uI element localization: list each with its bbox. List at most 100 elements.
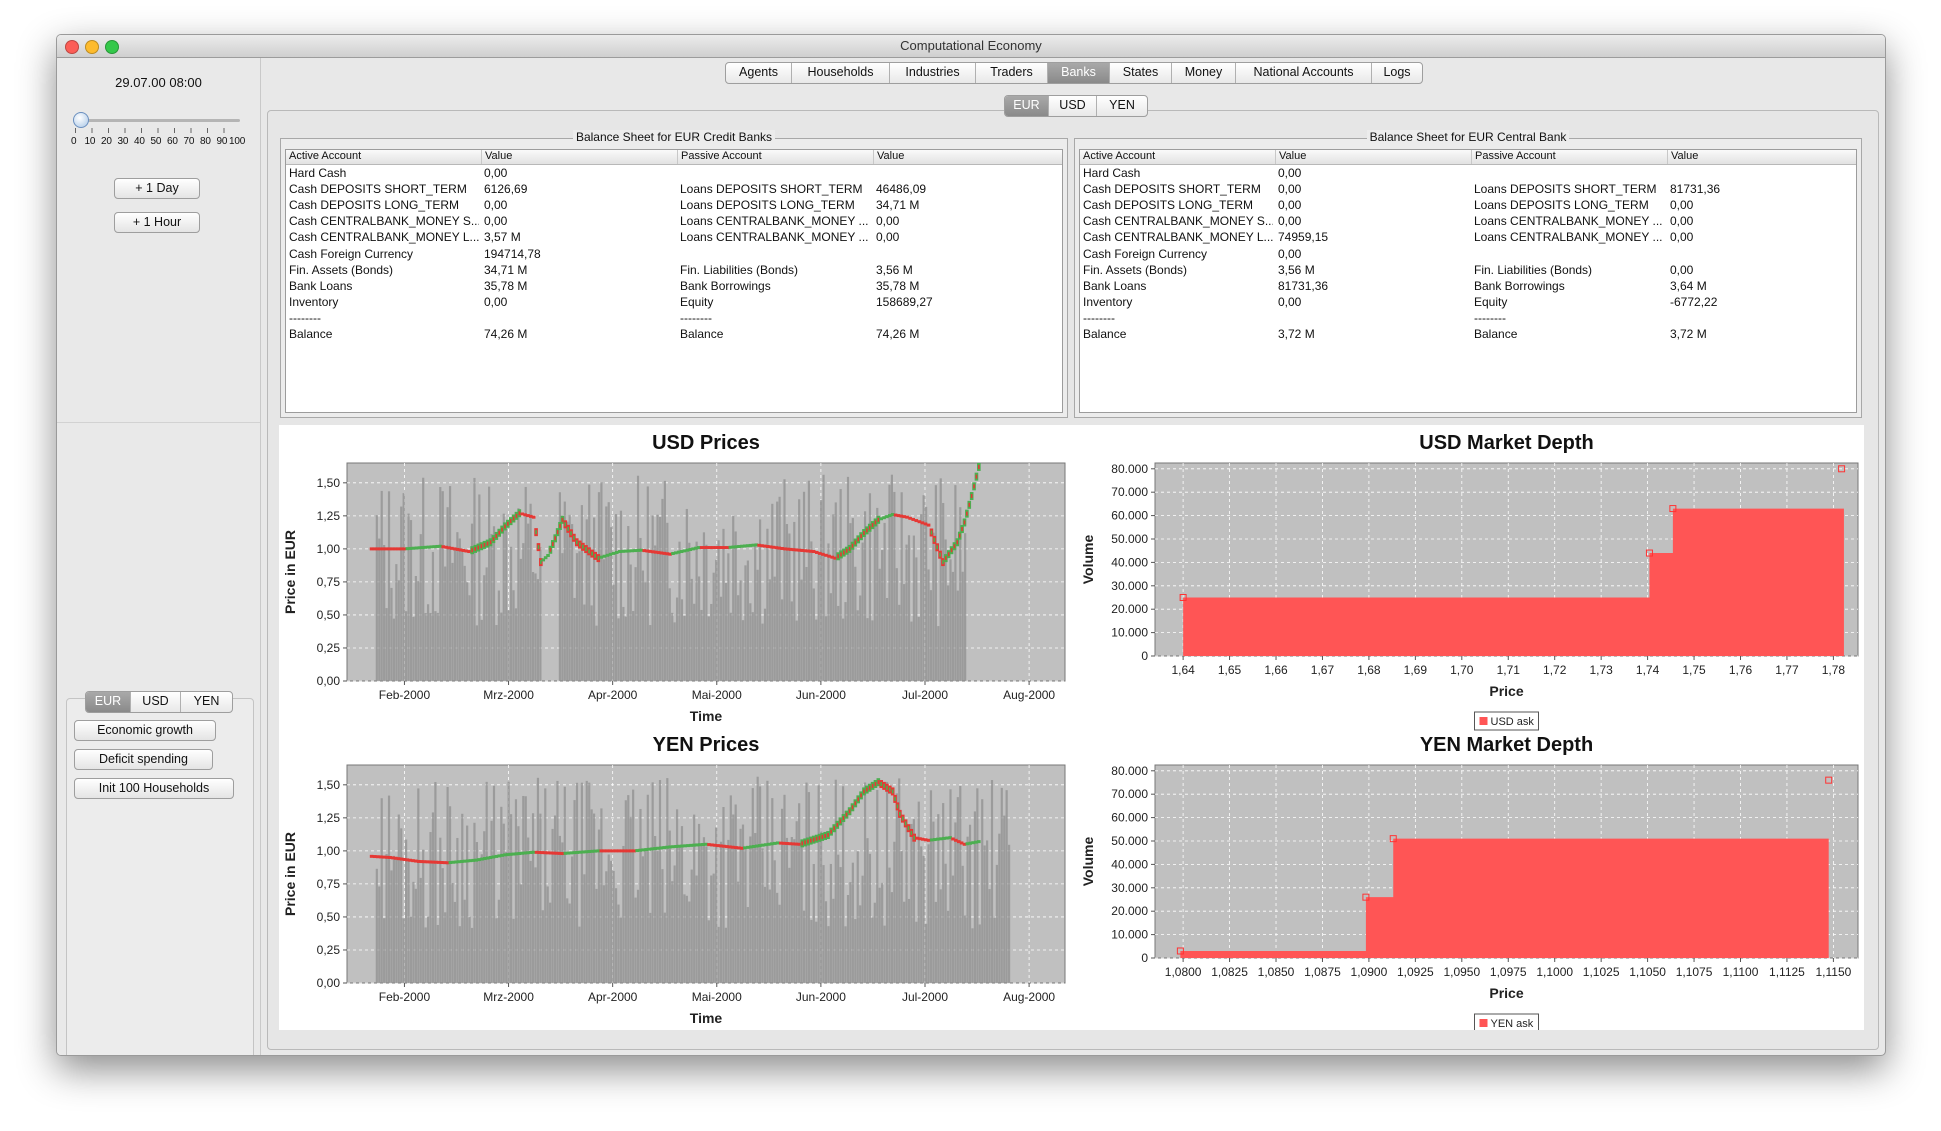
volume-bar: [690, 869, 693, 983]
price-candle: [503, 853, 507, 857]
tab-money[interactable]: Money: [1172, 63, 1236, 83]
header-value[interactable]: Value: [1275, 150, 1471, 164]
price-candle: [731, 545, 736, 549]
table-row[interactable]: Cash Foreign Currency 0,00: [1080, 247, 1856, 263]
volume-bar: [719, 841, 723, 983]
price-candle: [428, 860, 433, 864]
legend-swatch: [1479, 717, 1488, 725]
table-row[interactable]: Balance 74,26 M Balance 74,26 M: [286, 327, 1062, 343]
header-active-account[interactable]: Active Account: [289, 150, 362, 162]
minimize-window-icon[interactable]: [85, 40, 99, 54]
volume-bar: [693, 814, 696, 983]
volume-bar: [654, 836, 657, 983]
price-candle: [514, 852, 519, 856]
volume-bar: [385, 854, 388, 983]
table-row[interactable]: Inventory 0,00 Equity -6772,22: [1080, 295, 1856, 311]
table-row[interactable]: Bank Loans 81731,36 Bank Borrowings 3,64 M: [1080, 279, 1856, 295]
speed-slider-knob[interactable]: [73, 112, 89, 128]
init-households-button[interactable]: Init 100 Households: [74, 778, 234, 799]
table-row[interactable]: Fin. Assets (Bonds) 34,71 M Fin. Liabiliti…: [286, 263, 1062, 279]
active-value-cell: 0,00: [484, 294, 508, 309]
tab-banks[interactable]: Banks: [1048, 63, 1110, 83]
volume-bar: [851, 518, 854, 681]
volume-bar: [566, 898, 569, 983]
x-tick-label: Aug-2000: [1003, 990, 1055, 1004]
price-candle: [674, 551, 678, 555]
add-one-day-button[interactable]: + 1 Day: [114, 178, 200, 199]
table-row[interactable]: -------- --------: [1080, 311, 1856, 327]
table-row[interactable]: Cash DEPOSITS LONG_TERM 0,00 Loans DEPOSIT…: [286, 198, 1062, 214]
volume-bar: [900, 492, 903, 681]
y-axis-label: Volume: [1080, 535, 1096, 585]
tab-states[interactable]: States: [1110, 63, 1172, 83]
bank-tab-yen[interactable]: YEN: [1109, 98, 1135, 112]
price-candle-body: [552, 542, 554, 547]
speed-slider-track[interactable]: [75, 119, 240, 122]
credit-banks-table[interactable]: Active Account Value Passive Account Val…: [285, 149, 1063, 413]
zoom-window-icon[interactable]: [105, 40, 119, 54]
header-active-account[interactable]: Active Account: [1083, 150, 1156, 162]
header-value[interactable]: Value: [873, 150, 1062, 164]
tab-agents[interactable]: Agents: [726, 63, 792, 83]
price-candle: [977, 840, 981, 844]
volume-bar: [890, 892, 894, 983]
header-passive-account[interactable]: Passive Account: [1471, 150, 1667, 164]
depth-point: [1389, 835, 1397, 843]
volume-bar: [500, 612, 503, 681]
left-tab-eur[interactable]: EUR: [86, 692, 131, 712]
price-candle: [763, 544, 767, 548]
bank-tab-usd[interactable]: USD: [1049, 96, 1097, 116]
table-row[interactable]: Fin. Assets (Bonds) 3,56 M Fin. Liabilitie…: [1080, 263, 1856, 279]
volume-bar: [588, 484, 591, 681]
volume-bar: [727, 553, 730, 681]
price-candle: [523, 851, 527, 855]
table-row[interactable]: Bank Loans 35,78 M Bank Borrowings 35,78 M: [286, 279, 1062, 295]
volume-bar: [881, 550, 884, 681]
price-candle: [797, 548, 802, 552]
tab-national-accounts[interactable]: National Accounts: [1236, 63, 1372, 83]
header-passive-account[interactable]: Passive Account: [677, 150, 873, 164]
price-candle: [695, 843, 699, 847]
price-candle: [529, 514, 533, 518]
volume-bar: [893, 841, 896, 983]
price-candle-body: [843, 550, 845, 555]
header-value[interactable]: Value: [1667, 150, 1856, 164]
table-row[interactable]: Balance 3,72 M Balance 3,72 M: [1080, 327, 1856, 343]
table-row[interactable]: Cash Foreign Currency 194714,78: [286, 247, 1062, 263]
price-candle-body: [518, 511, 521, 516]
table-row[interactable]: Hard Cash 0,00: [286, 166, 1062, 182]
tab-industries[interactable]: Industries: [890, 63, 976, 83]
bank-tab-eur[interactable]: EUR: [1005, 96, 1049, 116]
close-window-icon[interactable]: [65, 40, 79, 54]
table-row[interactable]: Hard Cash 0,00: [1080, 166, 1856, 182]
table-row[interactable]: Cash DEPOSITS SHORT_TERM 0,00 Loans DEPOSI…: [1080, 182, 1856, 198]
y-tick-label: 30.000: [1111, 579, 1148, 593]
table-row[interactable]: Cash CENTRALBANK_MONEY L... 74959,15 Loans…: [1080, 230, 1856, 246]
table-row[interactable]: Cash DEPOSITS LONG_TERM 0,00 Loans DEPOSIT…: [1080, 198, 1856, 214]
volume-bar: [475, 625, 479, 681]
volume-bar: [917, 801, 920, 983]
price-candle: [442, 861, 447, 865]
passive-account-cell: Loans CENTRALBANK_MONEY ...: [680, 230, 869, 245]
volume-bar: [854, 919, 857, 983]
header-value[interactable]: Value: [481, 150, 677, 164]
tab-households[interactable]: Households: [792, 63, 890, 83]
table-row[interactable]: Inventory 0,00 Equity 158689,27: [286, 295, 1062, 311]
y-tick-label: 40.000: [1111, 857, 1148, 871]
table-row[interactable]: Cash DEPOSITS SHORT_TERM 6126,69 Loans DEP…: [286, 182, 1062, 198]
table-row[interactable]: -------- --------: [286, 311, 1062, 327]
price-candle-body: [564, 522, 567, 527]
tab-logs[interactable]: Logs: [1383, 65, 1411, 79]
deficit-spending-button[interactable]: Deficit spending: [74, 749, 213, 770]
tab-traders[interactable]: Traders: [976, 63, 1048, 83]
add-one-hour-button[interactable]: + 1 Hour: [114, 212, 200, 233]
central-bank-table[interactable]: Active Account Value Passive Account Val…: [1079, 149, 1857, 413]
left-tab-yen[interactable]: YEN: [193, 694, 220, 708]
economic-growth-button[interactable]: Economic growth: [74, 720, 216, 741]
volume-bar: [844, 602, 847, 681]
table-row[interactable]: Cash CENTRALBANK_MONEY S... 0,00 Loans CEN…: [286, 214, 1062, 230]
table-row[interactable]: Cash CENTRALBANK_MONEY L... 3,57 M Loans C…: [286, 230, 1062, 246]
table-row[interactable]: Cash CENTRALBANK_MONEY S... 0,00 Loans CEN…: [1080, 214, 1856, 230]
price-candle: [417, 859, 421, 863]
left-tab-usd[interactable]: USD: [131, 692, 181, 712]
